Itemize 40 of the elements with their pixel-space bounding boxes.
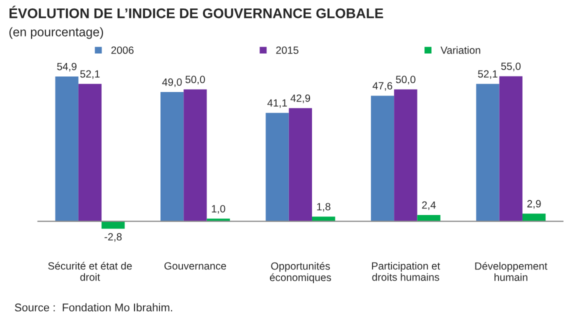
data-label: 49,0	[162, 78, 182, 88]
data-label: 52,1	[80, 70, 100, 79]
x-tick-label: Développement humain	[475, 262, 548, 281]
x-tick-label: Gouvernance	[164, 262, 226, 270]
bar	[476, 84, 500, 222]
data-label: 1,8	[317, 202, 330, 212]
x-tick-label: Sécurité et état de droit	[48, 262, 132, 281]
data-label: 41,1	[267, 99, 287, 108]
bar	[184, 89, 207, 222]
legend-label: 2006	[111, 46, 134, 54]
bar	[266, 112, 289, 222]
bar	[522, 214, 546, 222]
bar	[394, 89, 418, 222]
data-label: 2,9	[527, 200, 541, 209]
source-note: Source : Fondation Mo Ibrahim.	[14, 303, 172, 312]
data-label: 50,0	[396, 76, 416, 84]
bar	[206, 218, 230, 222]
bar	[417, 214, 440, 222]
data-label: 42,9	[290, 94, 310, 104]
bar	[499, 76, 522, 222]
bar	[288, 108, 312, 222]
x-tick-label: Participation et droits humains	[372, 262, 440, 281]
bar	[312, 216, 336, 222]
bar	[55, 76, 78, 222]
data-label: 1,0	[212, 205, 226, 214]
data-label: -2,8	[104, 233, 122, 242]
data-label: 54,9	[57, 62, 76, 72]
bar	[78, 84, 102, 222]
chart-subtitle: (en pourcentage)	[9, 27, 104, 39]
data-label: 47,6	[372, 82, 392, 91]
legend-label: Variation	[440, 46, 480, 54]
chart-title: ÉVOLUTION DE L’INDICE DE GOUVERNANCE GLOBALE	[10, 6, 384, 18]
x-tick-label: Opportunités économiques	[270, 262, 332, 284]
bar	[160, 92, 184, 222]
legend-label: 2015	[276, 46, 298, 54]
data-label: 2,4	[422, 201, 436, 210]
data-label: 50,0	[185, 76, 205, 84]
bar	[370, 96, 394, 222]
data-label: 55,0	[501, 62, 521, 72]
data-label: 52,1	[478, 70, 498, 79]
